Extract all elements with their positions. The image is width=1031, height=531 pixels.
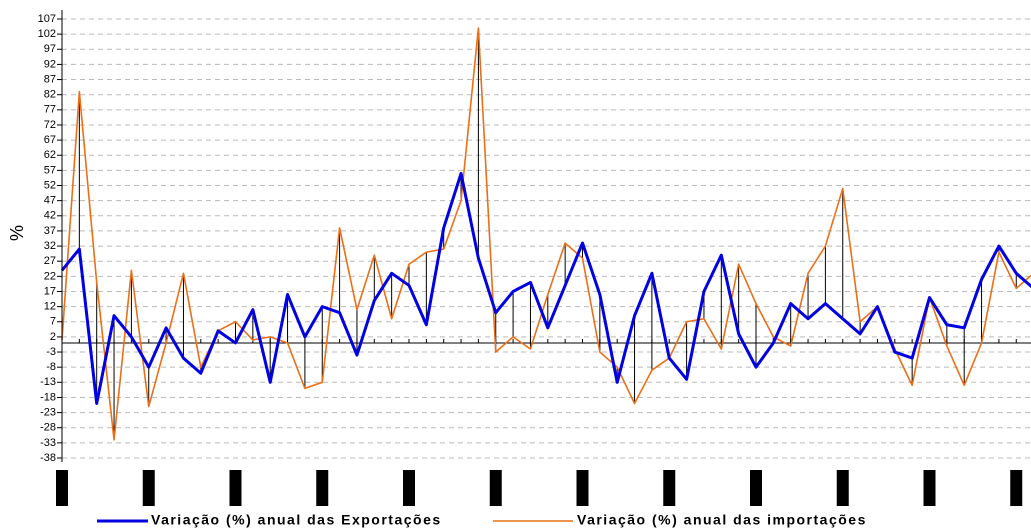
y-tick-label: -33 [40, 437, 56, 449]
y-tick-label: 42 [44, 210, 56, 222]
y-tick-label: -38 [40, 452, 56, 464]
y-tick-label: -3 [46, 346, 56, 358]
y-tick-label: 107 [38, 13, 56, 25]
series-line [61, 27, 1031, 441]
y-tick-label: -28 [40, 422, 56, 434]
y-tick-label: 102 [38, 28, 56, 40]
redacted-label [56, 470, 68, 506]
y-tick-label: 2 [50, 331, 56, 343]
y-tick-label: -8 [46, 361, 56, 373]
redacted-label [1010, 470, 1023, 506]
y-tick-label: 47 [44, 195, 56, 207]
redacted-label [489, 470, 502, 506]
legend: Variação (%) anual das Exportações Variaç… [97, 512, 867, 528]
y-axis-label: % [7, 225, 27, 241]
y-tick-label: -13 [40, 376, 56, 388]
y-tick-label: -18 [40, 391, 56, 403]
redacted-label [316, 470, 329, 506]
y-tick-label: 62 [44, 149, 56, 161]
redacted-label [750, 470, 762, 506]
y-tick-label: 97 [44, 43, 56, 55]
y-tick-label: 72 [44, 119, 56, 131]
redacted-label [576, 470, 589, 506]
y-tick-label: 57 [44, 164, 56, 176]
y-tick-label: 82 [44, 89, 56, 101]
legend-label: Variação (%) anual das importações [577, 512, 867, 528]
y-tick-label: 37 [44, 225, 56, 237]
y-tick-label: 7 [50, 316, 56, 328]
redacted-label [923, 470, 936, 506]
y-tick-label: 12 [44, 301, 56, 313]
y-tick-label: 67 [44, 134, 56, 146]
x-labels-redacted [56, 470, 1023, 506]
redacted-label [663, 470, 676, 506]
y-tick-label: 87 [44, 73, 56, 85]
legend-label: Variação (%) anual das Exportações [151, 512, 442, 528]
y-tick-label: 17 [44, 285, 56, 297]
y-tick-label: 52 [44, 179, 56, 191]
redacted-label [142, 470, 155, 506]
grid: -38-33-28-23-18-13-8-3271217222732374247… [38, 13, 1031, 464]
y-tick-label: 77 [44, 104, 56, 116]
y-tick-label: -23 [40, 406, 56, 418]
redacted-label [403, 470, 415, 506]
series-line [60, 171, 1031, 406]
y-tick-label: 32 [44, 240, 56, 252]
series-lines [60, 27, 1031, 441]
hi-lo-lines [61, 28, 1017, 440]
y-tick-label: 22 [44, 270, 56, 282]
y-tick-label: 92 [44, 58, 56, 70]
redacted-label [836, 470, 849, 506]
y-tick-label: 27 [44, 255, 56, 267]
redacted-label [229, 470, 242, 506]
